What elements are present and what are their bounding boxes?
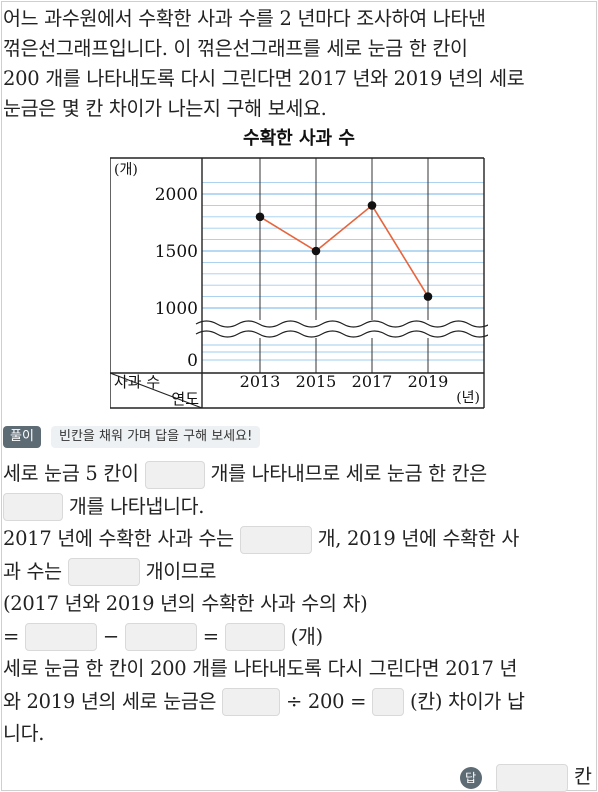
answer-unit: 칸 <box>574 765 592 788</box>
axis-break <box>194 320 488 338</box>
solution-text-part: 세로 눈금 5 칸이 <box>3 462 139 485</box>
solution-line: 세로 눈금 한 칸이 200 개를 나타내도록 다시 그린다면 2017 년 <box>3 657 518 680</box>
solution-line: 세로 눈금 5 칸이 개를 나타내므로 세로 눈금 한 칸은 <box>3 458 595 491</box>
axis-break-gap <box>194 320 488 338</box>
question-text: 어느 과수원에서 수확한 사과 수를 2 년마다 조사하여 나타낸 꺾은선그래프… <box>3 4 595 124</box>
solution-text-part: (칸) 차이가 납 <box>409 689 525 713</box>
answer-row: 답 칸 <box>459 760 592 792</box>
solution-text-part: 2017 년에 수확한 사과 수는 <box>3 527 234 550</box>
y-unit-label: (개) <box>114 162 138 178</box>
solution-badge: 풀이 <box>3 426 41 448</box>
data-point <box>423 292 433 301</box>
solution-text-part: 와 2019 년의 세로 눈금은 <box>3 689 217 713</box>
blank-box[interactable] <box>224 623 285 651</box>
y-tick-label: 0 <box>187 351 198 371</box>
corner-diagonal <box>110 372 203 409</box>
blank-box[interactable] <box>3 493 63 521</box>
blank-box[interactable] <box>239 525 312 554</box>
solution-text-part: 개를 나타내므로 세로 눈금 한 칸은 <box>210 462 487 485</box>
chart-frame <box>110 157 485 409</box>
equals-sign: = <box>3 624 20 648</box>
solution-line: 개를 나타냅니다. <box>3 491 595 524</box>
question-line: 200 개를 나타내도록 다시 그린다면 2017 년와 2019 년의 세로 <box>3 67 525 90</box>
x-tick-label: 2013 <box>240 372 281 391</box>
x-tick-label: 2017 <box>352 372 393 391</box>
line-chart: 2000 1500 1000 0 2013 2015 2017 2019 (개) (년) 사과 수연… <box>110 157 488 409</box>
axis-break-wave <box>195 330 488 338</box>
chart-series <box>255 201 433 301</box>
solution-text-part: 과 수는 <box>3 559 62 583</box>
solution-text-part: 개이므로 <box>145 559 217 583</box>
answer-badge: 답 <box>459 766 482 789</box>
solution-text-part: 개를 나타냅니다. <box>68 494 205 518</box>
corner-label-top: 사과 수 <box>114 373 160 391</box>
blank-box[interactable] <box>144 460 205 489</box>
y-tick-label: 1500 <box>155 242 198 262</box>
data-point <box>311 246 321 256</box>
x-unit-label: (년) <box>456 390 480 406</box>
solution-text: 세로 눈금 5 칸이 개를 나타내므로 세로 눈금 한 칸은 개를 나타냅니다.… <box>3 458 595 751</box>
solution-hint: 빈칸을 채워 가며 답을 구해 보세요! <box>51 426 261 448</box>
blank-box[interactable] <box>372 688 405 716</box>
equals-sign: = <box>202 624 219 648</box>
solution-text-part: ÷ 200 = <box>285 689 367 713</box>
solution-text-part: 개, 2019 년에 수확한 사 <box>317 527 520 550</box>
minus-sign: − <box>102 624 119 648</box>
corner-label-bottom: 연도 <box>171 390 199 408</box>
y-tick-label: 1000 <box>155 299 198 319</box>
series-line <box>259 204 429 298</box>
answer-box[interactable] <box>495 763 568 792</box>
axis-break-wave <box>195 320 488 328</box>
x-tick-label: 2015 <box>296 372 337 391</box>
x-tick-label: 2019 <box>408 372 449 391</box>
solution-line: 2017 년에 수확한 사과 수는 개, 2019 년에 수확한 사 <box>3 523 595 556</box>
chart-grid <box>202 158 484 373</box>
solution-line: (2017 년와 2019 년의 수확한 사과 수의 차) <box>3 592 368 615</box>
unit-label: (개) <box>290 624 324 648</box>
question-line: 어느 과수원에서 수확한 사과 수를 2 년마다 조사하여 나타낸 <box>3 7 486 30</box>
blank-box[interactable] <box>124 623 197 651</box>
question-line: 눈금은 몇 칸 차이가 나는지 구해 보세요. <box>3 97 327 120</box>
question-line: 꺾은선그래프입니다. 이 꺾은선그래프를 세로 눈금 한 칸이 <box>3 37 468 60</box>
chart-title: 수확한 사과 수 <box>243 128 355 149</box>
blank-box[interactable] <box>24 623 97 651</box>
data-point <box>367 201 377 210</box>
solution-line: 와 2019 년의 세로 눈금은 ÷ 200 = (칸) 차이가 납 <box>3 686 595 719</box>
solution-line: = − = (개) <box>3 621 595 654</box>
y-tick-label: 2000 <box>155 185 198 205</box>
blank-box[interactable] <box>222 688 281 716</box>
blank-box[interactable] <box>67 558 140 586</box>
solution-line: 과 수는 개이므로 <box>3 556 595 589</box>
chart-labels: 2000 1500 1000 0 2013 2015 2017 2019 (개) (년) 사과 수연… <box>114 162 480 408</box>
solution-line: 니다. <box>3 722 45 745</box>
data-point <box>255 212 265 222</box>
